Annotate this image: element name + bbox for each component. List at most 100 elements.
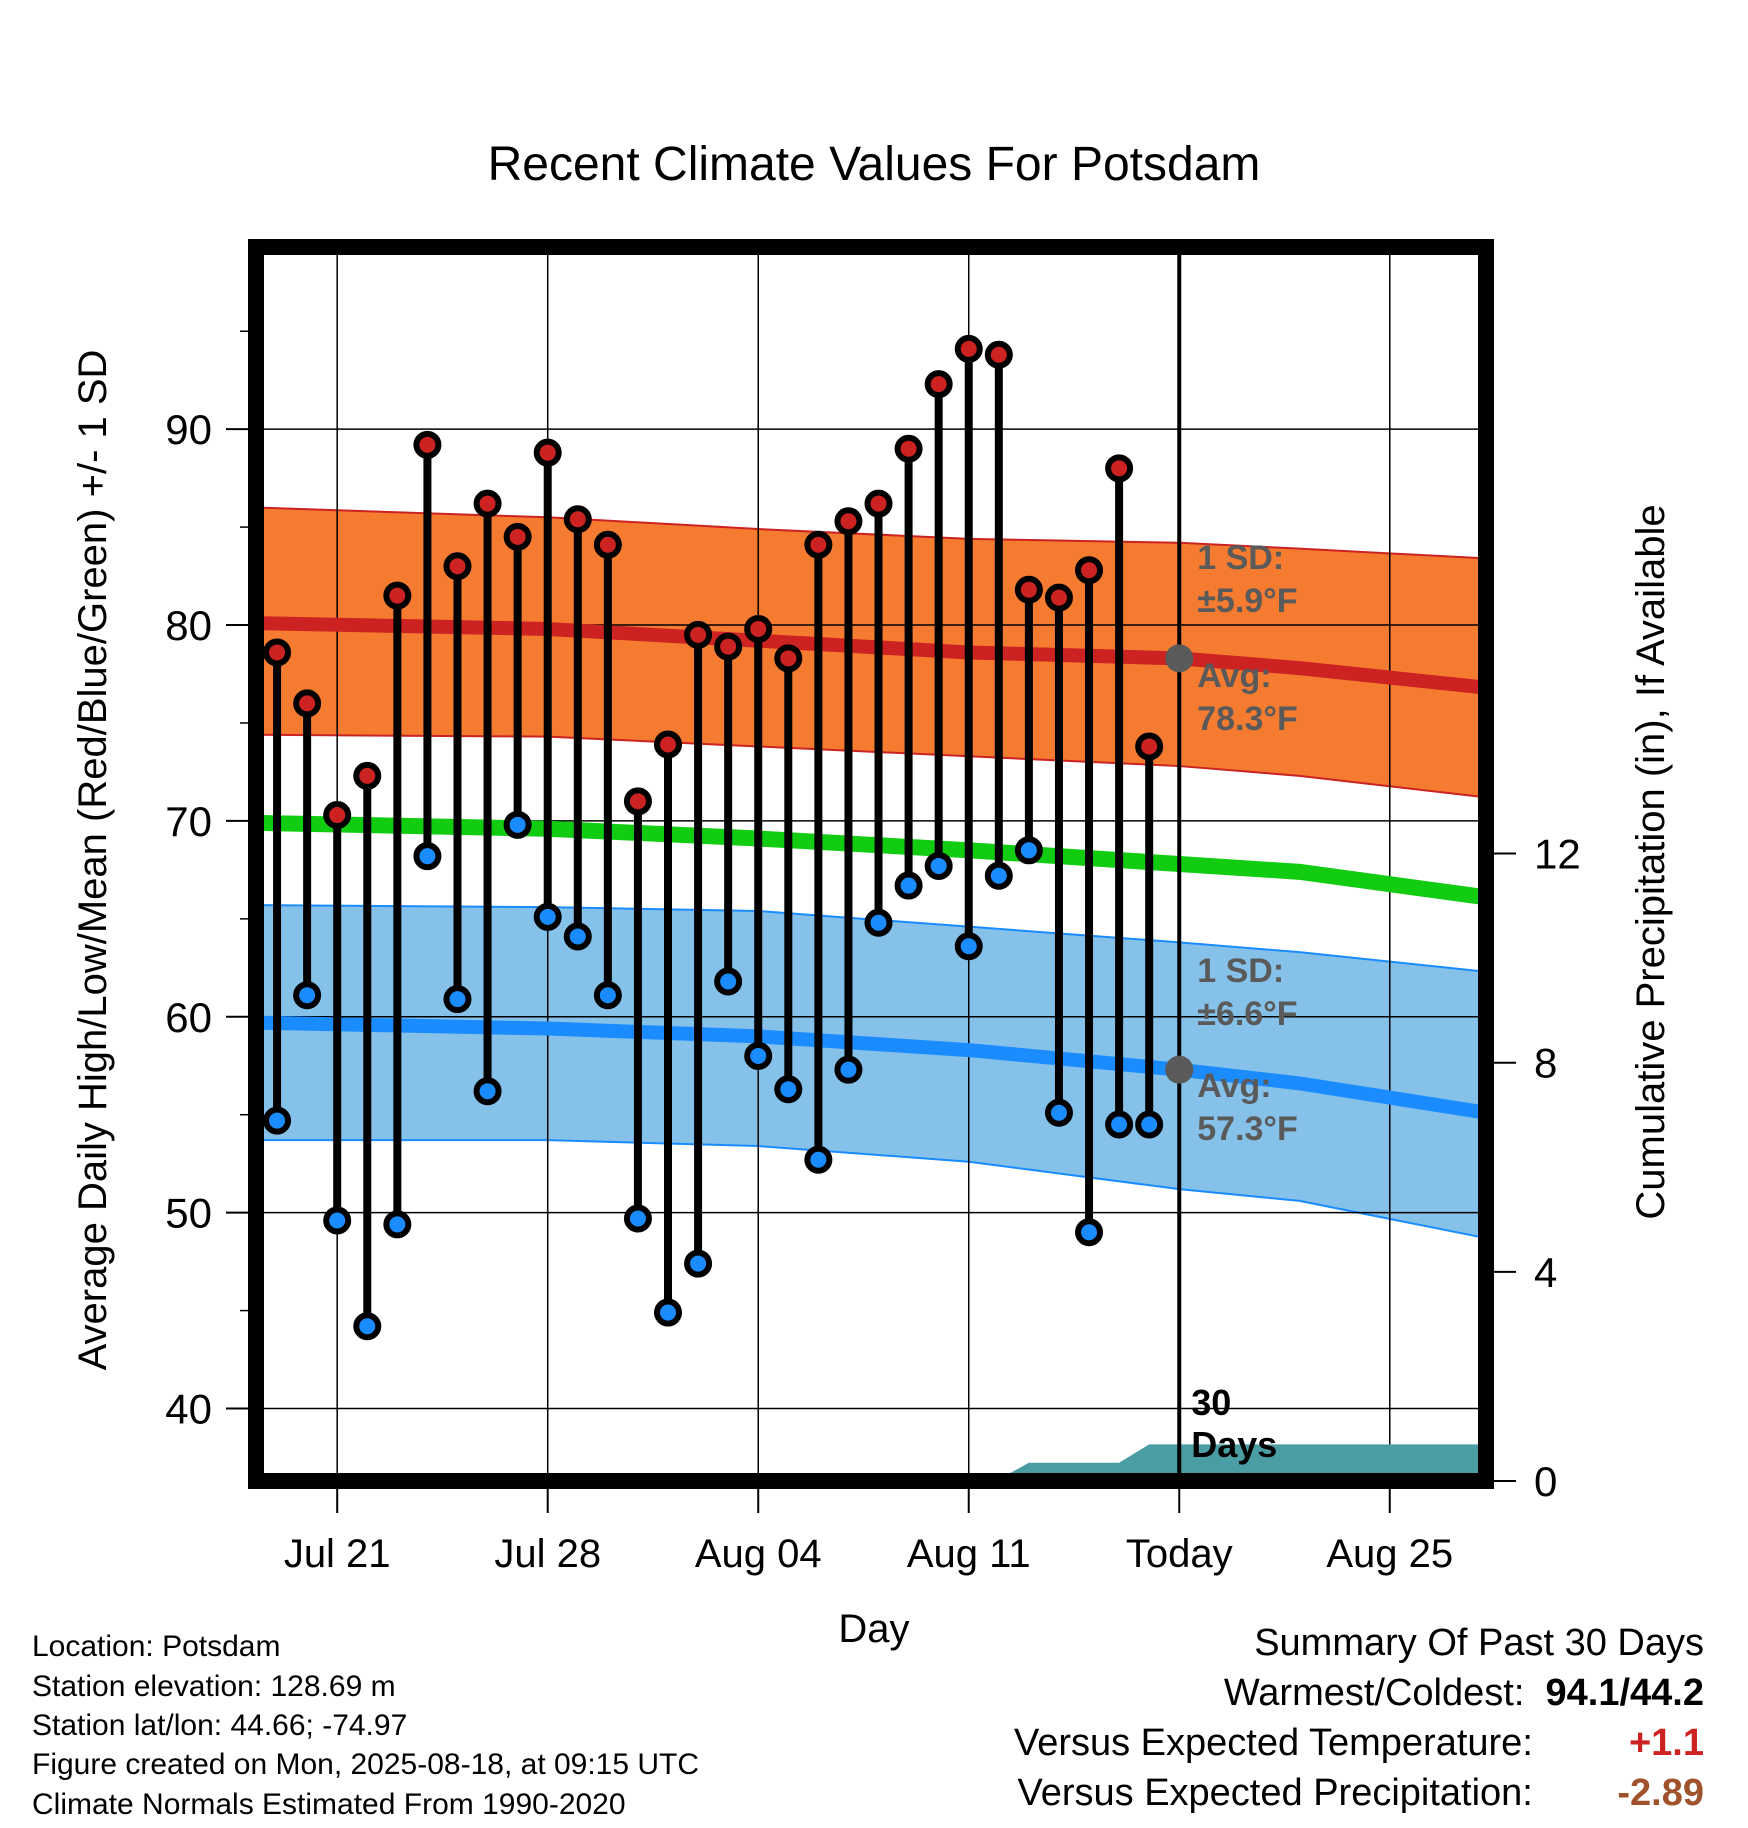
y-tick-label: 90: [165, 406, 212, 453]
daily-high-point: [984, 340, 1013, 369]
daily-low-point: [263, 1106, 292, 1135]
daily-low-point: [1044, 1098, 1073, 1127]
y-tick-label: 50: [165, 1190, 212, 1237]
high-avg-value: 78.3°F: [1197, 700, 1298, 738]
daily-high-point: [263, 638, 292, 667]
daily-low-point: [1105, 1110, 1134, 1139]
x-axis-label: Day: [838, 1607, 909, 1651]
plot-inner: [256, 247, 1486, 1481]
daily-high-point: [684, 620, 713, 649]
footer-created: Figure created on Mon, 2025-08-18, at 09…: [32, 1748, 700, 1781]
daily-low-point: [774, 1075, 803, 1104]
warm-cold-label: Warmest/Coldest:: [1223, 1672, 1525, 1714]
x-tick-label: Aug 25: [1326, 1532, 1453, 1576]
footer-location: Location: Potsdam: [32, 1630, 281, 1663]
today-days-word: Days: [1191, 1424, 1277, 1465]
precip-value: -2.89: [1617, 1772, 1704, 1814]
daily-low-point: [1014, 836, 1043, 865]
daily-low-point: [323, 1206, 352, 1235]
daily-high-point: [623, 787, 652, 816]
daily-high-point: [533, 438, 562, 467]
high-sd-label: 1 SD:: [1197, 539, 1284, 577]
daily-low-point: [353, 1312, 382, 1341]
today-high-avg-dot: [1165, 644, 1194, 673]
x-tick-label: Jul 21: [284, 1532, 391, 1576]
daily-low-point: [924, 851, 953, 880]
low-sd-value: ±6.6°F: [1197, 995, 1297, 1033]
daily-low-point: [473, 1077, 502, 1106]
y-tick-label: 80: [165, 602, 212, 649]
daily-high-point: [1044, 583, 1073, 612]
high-sd-value: ±5.9°F: [1197, 582, 1297, 620]
today-days-number: 30: [1191, 1382, 1231, 1423]
daily-low-point: [714, 967, 743, 996]
daily-high-point: [744, 614, 773, 643]
low-avg-value: 57.3°F: [1197, 1110, 1298, 1148]
y-axis-label: Average Daily High/Low/Mean (Red/Blue/Gr…: [71, 350, 115, 1371]
daily-low-point: [563, 922, 592, 951]
daily-high-point: [1105, 454, 1134, 483]
daily-high-point: [714, 632, 743, 661]
low-sd-label: 1 SD:: [1197, 952, 1284, 990]
daily-high-point: [443, 552, 472, 581]
y2-tick-label: 8: [1534, 1040, 1557, 1087]
daily-low-point: [593, 981, 622, 1010]
warm-cold-value: 94.1/44.2: [1545, 1672, 1704, 1714]
daily-high-point: [383, 581, 412, 610]
daily-high-point: [353, 761, 382, 790]
y2-tick-label: 0: [1534, 1458, 1557, 1505]
daily-low-point: [383, 1210, 412, 1239]
x-tick-label: Today: [1126, 1532, 1233, 1576]
daily-low-point: [503, 810, 532, 839]
daily-high-point: [954, 334, 983, 363]
temp-value: +1.1: [1628, 1722, 1704, 1764]
chart-title: Recent Climate Values For Potsdam: [488, 138, 1261, 191]
y2-tick-label: 4: [1534, 1249, 1557, 1296]
daily-high-point: [503, 522, 532, 551]
daily-high-point: [1135, 732, 1164, 761]
y-tick-label: 40: [165, 1386, 212, 1433]
daily-low-point: [984, 861, 1013, 890]
footer-normals: Climate Normals Estimated From 1990-2020: [32, 1788, 626, 1821]
y2-axis-label: Cumulative Precipitation (in), If Availa…: [1629, 504, 1673, 1219]
daily-low-point: [894, 871, 923, 900]
daily-high-point: [473, 489, 502, 518]
daily-low-point: [533, 902, 562, 931]
summary-title: Summary Of Past 30 Days: [1254, 1622, 1704, 1664]
daily-low-point: [1075, 1218, 1104, 1247]
daily-high-point: [924, 370, 953, 399]
y2-tick-label: 12: [1534, 831, 1581, 878]
daily-low-point: [413, 842, 442, 871]
summary-warm-cold: Warmest/Coldest: 94.1/44.2: [1224, 1672, 1704, 1715]
low-normal-line: [256, 1015, 1486, 1120]
low-avg-label: Avg:: [1197, 1067, 1271, 1105]
daily-low-point: [864, 908, 893, 937]
x-tick-label: Aug 11: [907, 1532, 1031, 1576]
plot-frame: [248, 239, 1494, 1489]
daily-low-point: [654, 1298, 683, 1327]
daily-high-point: [1014, 575, 1043, 604]
daily-low-point: [684, 1249, 713, 1278]
daily-low-point: [954, 932, 983, 961]
footer-elevation: Station elevation: 128.69 m: [32, 1670, 396, 1703]
daily-low-point: [293, 981, 322, 1010]
daily-high-point: [864, 489, 893, 518]
y-tick-label: 70: [165, 798, 212, 845]
daily-low-point: [443, 985, 472, 1014]
daily-high-point: [834, 507, 863, 536]
daily-high-point: [654, 730, 683, 759]
x-tick-label: Aug 04: [695, 1532, 822, 1576]
daily-high-point: [774, 644, 803, 673]
daily-low-point: [804, 1145, 833, 1174]
daily-high-point: [804, 530, 833, 559]
plot-area: 1 SD: ±5.9°F Avg: 78.3°F 1 SD: ±6.6°F Avg: 57.3…: [165, 239, 1581, 1576]
daily-high-point: [593, 530, 622, 559]
precip-label: Versus Expected Precipitation:: [1017, 1772, 1533, 1814]
daily-high-point: [293, 689, 322, 718]
today-low-avg-dot: [1165, 1055, 1194, 1084]
daily-high-point: [323, 801, 352, 830]
daily-high-point: [563, 505, 592, 534]
precip-area: [995, 1444, 1486, 1481]
daily-low-point: [834, 1055, 863, 1084]
